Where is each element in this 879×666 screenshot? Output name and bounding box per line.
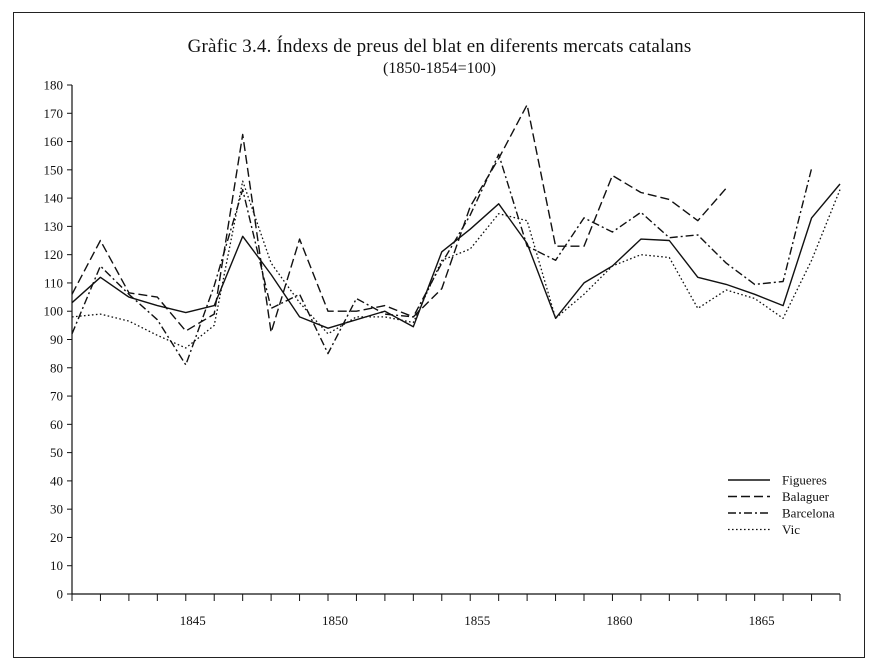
legend-label-balaguer: Balaguer <box>782 489 830 504</box>
y-tick-label: 150 <box>44 162 64 177</box>
series-line-balaguer <box>71 104 727 334</box>
x-tick-label: 1850 <box>322 613 348 628</box>
series-line-barcelona <box>71 153 813 366</box>
y-tick-label: 110 <box>44 275 63 290</box>
y-tick-label: 60 <box>50 417 63 432</box>
y-tick-label: 100 <box>44 304 64 319</box>
y-tick-label: 90 <box>50 332 63 347</box>
y-tick-label: 50 <box>50 445 63 460</box>
y-tick-label: 10 <box>50 558 63 573</box>
y-tick-label: 80 <box>50 360 63 375</box>
legend-label-vic: Vic <box>782 522 800 537</box>
y-tick-label: 30 <box>50 502 63 517</box>
y-tick-label: 170 <box>44 106 64 121</box>
x-tick-label: 1855 <box>464 613 490 628</box>
series-group <box>71 104 841 366</box>
x-tick-label: 1845 <box>180 613 206 628</box>
y-tick-label: 0 <box>57 587 64 602</box>
y-tick-label: 130 <box>44 219 64 234</box>
y-tick-label: 140 <box>44 191 64 206</box>
chart-title: Gràfic 3.4. Índexs de preus del blat en … <box>187 36 692 57</box>
y-tick-label: 160 <box>44 134 64 149</box>
series-line-vic <box>71 180 841 349</box>
x-tick-label: 1865 <box>749 613 775 628</box>
x-tick-label: 1860 <box>606 613 632 628</box>
y-tick-label: 20 <box>50 530 63 545</box>
axes-group: 0 10 20 30 40 50 60 70 80 90 100 110 120 130 140 150 160… <box>44 78 841 628</box>
series-line-figueres <box>71 183 841 329</box>
chart-frame <box>13 12 865 658</box>
legend-label-barcelona: Barcelona <box>782 506 835 521</box>
chart-subtitle: (1850-1854=100) <box>382 60 496 77</box>
y-tick-label: 180 <box>44 78 64 93</box>
y-tick-label: 40 <box>50 473 63 488</box>
y-tick-label: 120 <box>44 247 64 262</box>
y-tick-label: 70 <box>50 389 63 404</box>
legend-label-figueres: Figueres <box>782 473 827 488</box>
